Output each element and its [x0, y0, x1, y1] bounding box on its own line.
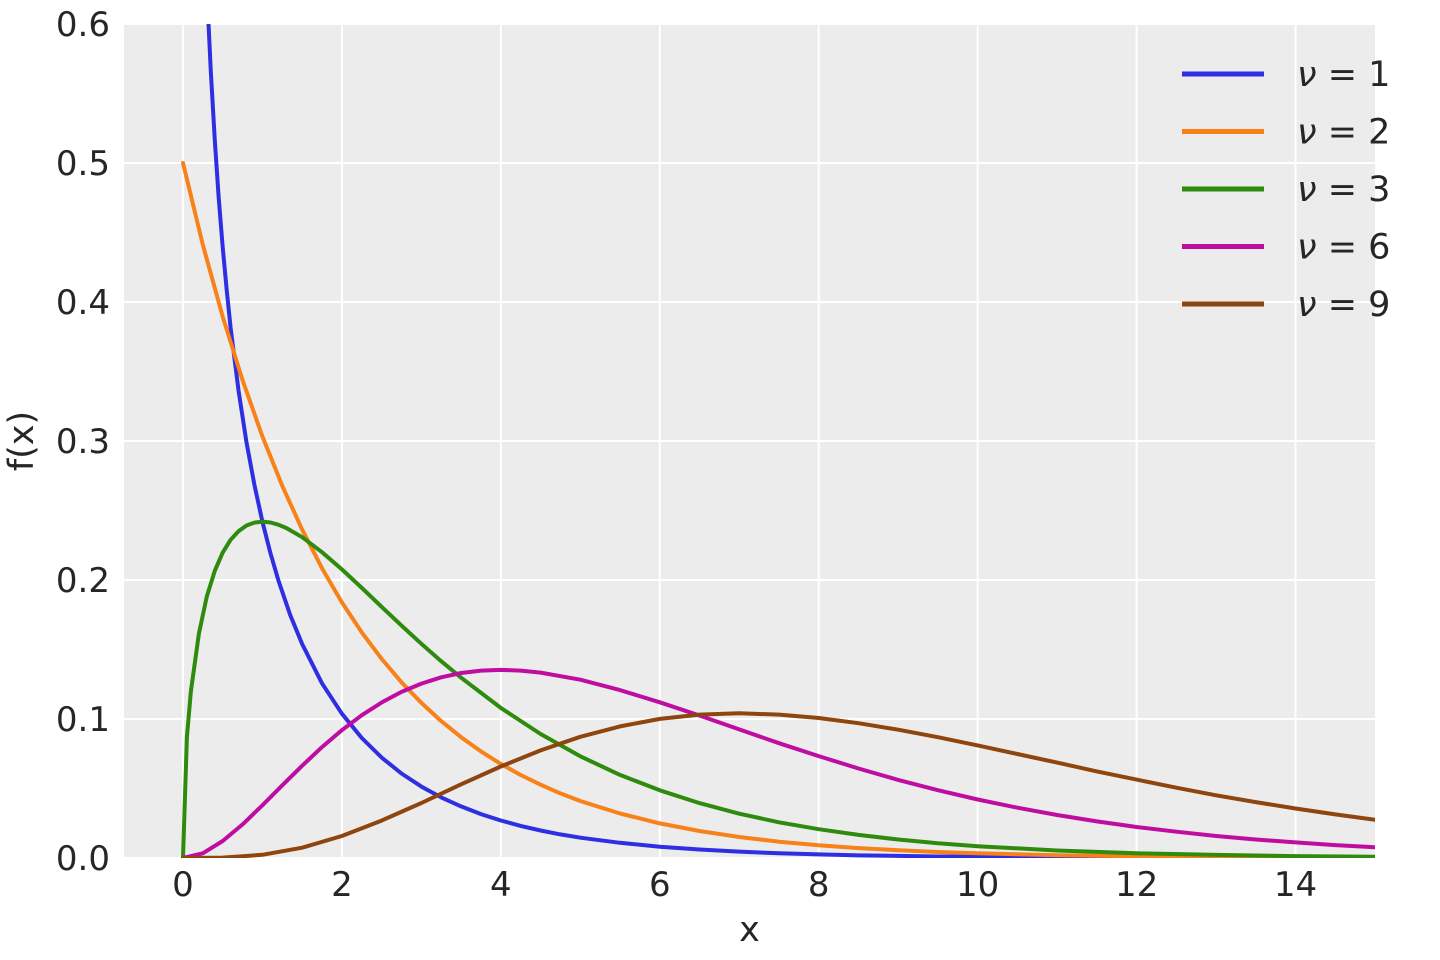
x-tick-label: 0 [172, 865, 194, 905]
x-tick-label: 4 [490, 865, 512, 905]
y-tick-label: 0.4 [56, 283, 110, 323]
y-tick-label: 0.0 [56, 839, 110, 879]
x-tick-label: 2 [331, 865, 353, 905]
legend: ν = 1 ν = 2 ν = 3 ν = 6 ν = 9 [1182, 55, 1390, 325]
legend-label: ν = 6 [1297, 228, 1390, 268]
legend-label: ν = 2 [1297, 113, 1390, 153]
x-tick-labels: 0 2 4 6 8 10 12 14 [172, 865, 1317, 905]
curves [181, 24, 1375, 858]
curve-nu-3 [181, 519, 1375, 858]
x-tick-label: 12 [1115, 865, 1158, 905]
gridlines [124, 23, 1375, 859]
y-tick-label: 0.2 [56, 561, 110, 601]
legend-entry-nu-9: ν = 9 [1182, 285, 1390, 325]
legend-entry-nu-3: ν = 3 [1182, 170, 1390, 210]
legend-entry-nu-2: ν = 2 [1182, 113, 1390, 153]
y-tick-label: 0.5 [56, 144, 110, 184]
x-tick-label: 6 [649, 865, 671, 905]
legend-label: ν = 1 [1297, 55, 1390, 95]
x-axis-label: x [739, 910, 760, 950]
y-tick-labels: 0.0 0.1 0.2 0.3 0.4 0.5 0.6 [56, 5, 110, 879]
curve-nu-1 [206, 24, 1375, 858]
x-tick-label: 14 [1274, 865, 1317, 905]
y-tick-label: 0.1 [56, 700, 110, 740]
legend-entry-nu-6: ν = 6 [1182, 228, 1390, 268]
curve-nu-2 [181, 161, 1375, 858]
x-tick-label: 10 [956, 865, 999, 905]
curve-nu-9 [181, 711, 1375, 858]
y-tick-label: 0.3 [56, 422, 110, 462]
legend-label: ν = 3 [1297, 170, 1390, 210]
curve-nu-6 [181, 667, 1375, 858]
y-tick-label: 0.6 [56, 5, 110, 45]
legend-label: ν = 9 [1297, 285, 1390, 325]
y-axis-label: f(x) [2, 411, 42, 471]
legend-entry-nu-1: ν = 1 [1182, 55, 1390, 95]
x-tick-label: 8 [808, 865, 830, 905]
